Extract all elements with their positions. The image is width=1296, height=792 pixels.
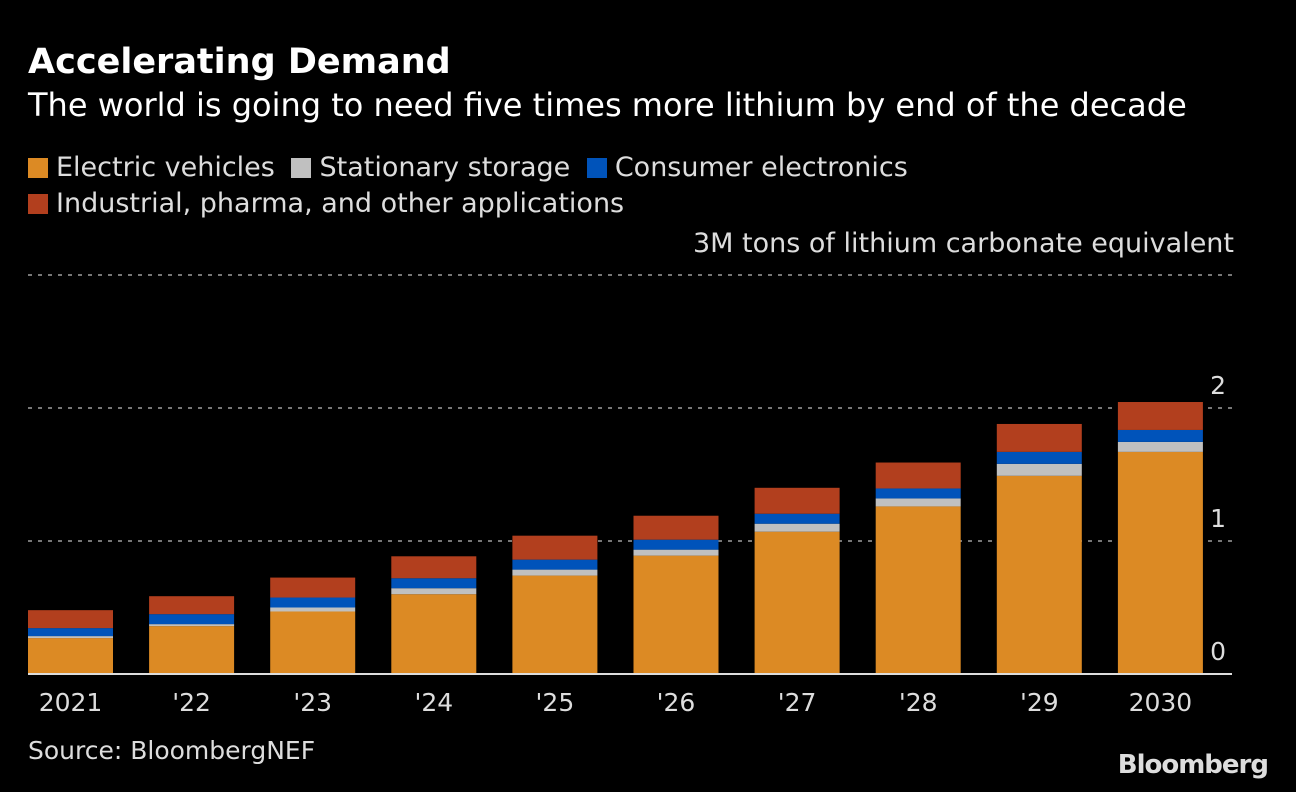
bar-segment (754, 523, 840, 532)
legend-swatch (291, 158, 312, 178)
x-tick-label: '22 (172, 688, 211, 717)
bar-segment (391, 594, 477, 674)
bar-segment (1117, 429, 1203, 442)
legend-label: Industrial, pharma, and other applicatio… (56, 188, 625, 219)
bar-segment (996, 451, 1082, 464)
legend-swatch (28, 158, 48, 178)
bar-segment (512, 569, 598, 576)
bar-segment (28, 638, 113, 674)
chart-subtitle: The world is going to need five times mo… (28, 86, 1187, 124)
x-tick-label: '23 (293, 688, 332, 717)
bar-segment (149, 614, 235, 625)
legend-label: Stationary storage (319, 152, 571, 183)
bar-segment (754, 487, 840, 514)
bar-segment (270, 597, 356, 608)
x-tick-label: 2030 (1129, 688, 1193, 717)
bar-segment (28, 628, 113, 637)
chart-title: Accelerating Demand (28, 42, 451, 82)
bar-segment (996, 423, 1082, 452)
bar-segment (754, 513, 840, 524)
bar-segment (270, 577, 356, 598)
bar-segment (270, 611, 356, 674)
legend-swatch (28, 194, 48, 214)
bar-segment (512, 575, 598, 674)
legend-item-ev: Electric vehicles (28, 150, 275, 186)
bar-segment (633, 539, 719, 550)
bar-segment (149, 626, 235, 674)
legend-item-industrial: Industrial, pharma, and other applicatio… (28, 186, 624, 222)
bar-segment (1117, 402, 1203, 430)
bar-segment (28, 610, 113, 629)
x-tick-label: '25 (536, 688, 575, 717)
bar-segment (512, 559, 598, 570)
bar-segment (875, 488, 961, 499)
bloomberg-logo: Bloomberg (1117, 750, 1269, 780)
legend-swatch (586, 158, 607, 178)
bar-segment (391, 588, 477, 595)
bar-segment (391, 556, 477, 579)
source-note: Source: BloombergNEF (28, 736, 316, 765)
bar-segment (512, 535, 598, 560)
bar-segment (270, 607, 356, 612)
x-tick-label: '26 (657, 688, 696, 717)
y-tick-label: 1 (1210, 504, 1226, 533)
x-tick-label: '24 (414, 688, 453, 717)
bar-segment (28, 636, 113, 639)
bar-segment (391, 578, 477, 589)
y-tick-label: 2 (1210, 371, 1226, 400)
bar-segment (875, 462, 961, 489)
legend-item-electronics: Consumer electronics (586, 150, 908, 186)
x-tick-label: 2021 (39, 688, 103, 717)
bar-segment (754, 531, 840, 674)
bar-segment (996, 463, 1082, 476)
bar-segment (1117, 451, 1203, 674)
bar-segment (1117, 441, 1203, 452)
legend-label: Consumer electronics (614, 152, 908, 183)
bar-segment (875, 506, 961, 674)
bar-segment (633, 555, 719, 674)
legend-label: Electric vehicles (56, 152, 275, 183)
legend: Electric vehicles Stationary storage Con… (28, 150, 1028, 222)
y-tick-label: 0 (1210, 637, 1226, 666)
bar-segment (633, 515, 719, 540)
legend-item-storage: Stationary storage (291, 150, 570, 186)
x-tick-label: '29 (1020, 688, 1059, 717)
x-tick-label: '27 (778, 688, 817, 717)
bar-segment (875, 498, 961, 507)
bar-segment (149, 596, 235, 615)
y-axis-label: 3M tons of lithium carbonate equivalent (692, 228, 1234, 259)
x-tick-label: '28 (899, 688, 938, 717)
bar-segment (149, 624, 235, 627)
bar-segment (633, 549, 719, 556)
bar-segment (996, 475, 1082, 674)
